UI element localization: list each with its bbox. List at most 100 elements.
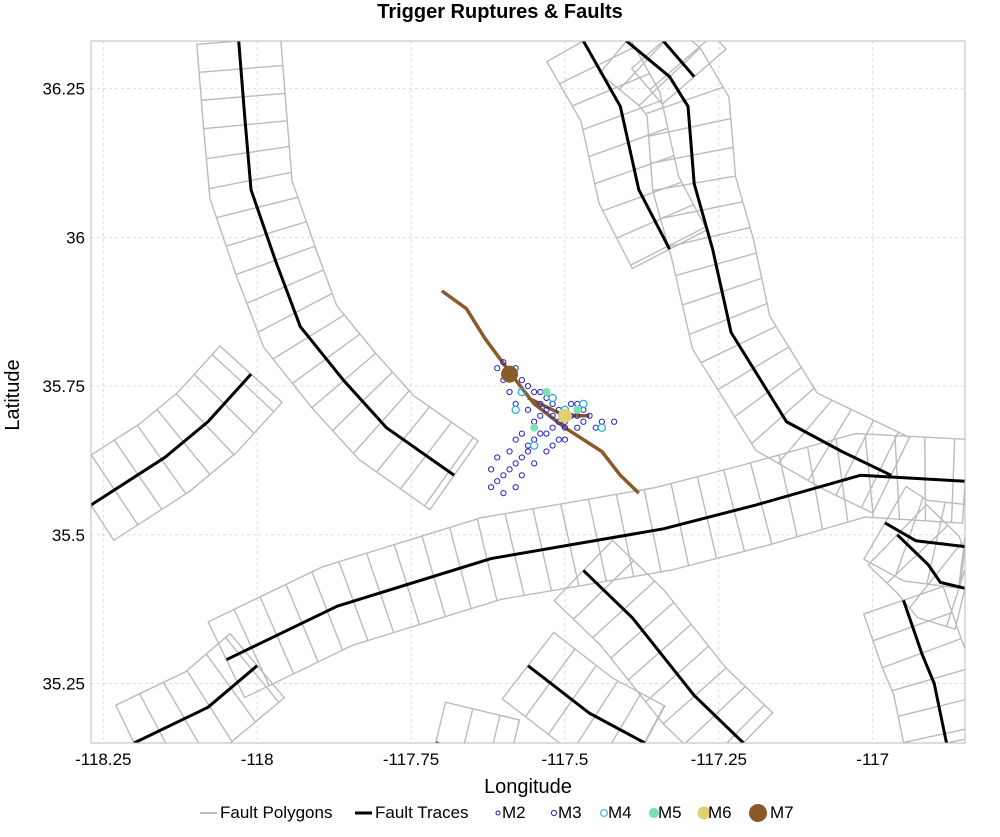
chart-title: Trigger Ruptures & Faults (377, 1, 623, 23)
legend-item: M5 (648, 803, 682, 822)
event-m4 (579, 399, 588, 409)
fault-polygon-rib (492, 715, 501, 743)
legend-label: Fault Polygons (220, 803, 332, 822)
fault-polygons (91, 41, 965, 743)
y-tick-label: 35.75 (42, 377, 85, 396)
fault-trace (435, 741, 443, 743)
event-m3 (586, 412, 593, 419)
y-tick-label: 35.25 (42, 675, 85, 694)
event-m3 (592, 424, 599, 431)
event-m3 (543, 430, 550, 437)
fault-polygon (630, 41, 727, 106)
event-m3 (531, 418, 538, 425)
event-m3 (512, 460, 519, 467)
event-m4 (529, 441, 539, 450)
fault-trace (91, 373, 253, 507)
legend-item: M2 (495, 803, 526, 822)
legend-marker-swatch (550, 809, 558, 817)
fault-polygon (598, 41, 911, 515)
event-m3 (549, 442, 556, 449)
event-m5 (573, 405, 582, 414)
event-m3 (549, 412, 556, 419)
legend-item: M3 (550, 803, 582, 822)
y-tick-label: 35.5 (52, 526, 85, 545)
event-m3 (506, 448, 513, 455)
legend-marker-swatch (600, 809, 608, 817)
event-m3 (524, 442, 532, 449)
event-m3 (537, 400, 544, 407)
event-m3 (543, 448, 550, 455)
x-tick-label: -117.5 (541, 750, 588, 769)
event-m5 (530, 423, 539, 432)
fault-polygon (434, 701, 521, 743)
ruptures (440, 289, 641, 495)
event-m3 (537, 388, 544, 396)
event-m4 (517, 387, 527, 397)
x-tick-label: -117.75 (383, 750, 439, 769)
event-m3 (512, 436, 519, 443)
event-m3 (494, 478, 501, 485)
fault-trace (625, 41, 892, 477)
event-m3 (537, 412, 544, 419)
legend-label: M7 (770, 803, 794, 822)
event-m3 (567, 400, 575, 407)
event-m3 (524, 448, 532, 455)
fault-polygon (196, 41, 480, 511)
event-m3 (543, 406, 550, 413)
y-tick-label: 36 (66, 228, 85, 247)
event-m3 (580, 418, 587, 425)
event-m3 (574, 400, 581, 407)
legend-item: M7 (749, 803, 794, 822)
fault-trace (884, 521, 965, 549)
legend-marker-swatch (697, 806, 711, 820)
event-m3 (518, 377, 525, 384)
fault-trace (582, 569, 745, 743)
event-m7 (501, 365, 519, 383)
grid (91, 41, 965, 743)
event-m4 (511, 405, 520, 415)
legend-item: Fault Polygons (200, 803, 332, 822)
event-m3 (500, 359, 507, 366)
fault-trace (225, 473, 965, 662)
fault-polygon (501, 631, 666, 743)
fault-trace (237, 41, 456, 477)
legend-marker-swatch (495, 810, 501, 816)
legend-label: M3 (558, 803, 582, 822)
event-m3 (494, 365, 501, 372)
legend: Fault Polygons Fault Traces M2 M3 M4 M5 M6 M7 (200, 803, 794, 822)
x-tick-label: -118.25 (75, 750, 131, 769)
event-m3 (494, 454, 501, 461)
event-m3 (531, 388, 538, 396)
legend-label: Fault Traces (375, 803, 469, 822)
event-m3 (574, 424, 581, 431)
fault-polygon (862, 585, 965, 743)
event-m3 (531, 460, 538, 467)
event-m5 (542, 388, 551, 396)
x-tick-label: -117 (856, 750, 889, 769)
event-m3 (543, 394, 550, 402)
event-m6 (557, 408, 572, 423)
legend-label: M4 (608, 803, 632, 822)
event-m3 (518, 430, 525, 437)
legend-label: M2 (502, 803, 526, 822)
fault-polygon (91, 344, 284, 542)
event-m3 (524, 382, 532, 390)
x-axis-label: Longitude (484, 776, 572, 798)
x-tick-label: -117.25 (691, 750, 747, 769)
y-tick-label: 36.25 (42, 80, 85, 99)
event-m3 (506, 466, 513, 473)
legend-marker-swatch (648, 807, 660, 819)
legend-label: M5 (658, 803, 682, 822)
event-m3 (487, 484, 495, 491)
fault-polygon (862, 485, 965, 590)
legend-item: Fault Traces (355, 803, 469, 822)
event-m3 (512, 484, 519, 491)
plot-frame (90, 40, 966, 744)
event-m3 (549, 424, 556, 431)
fault-trace (896, 533, 965, 590)
event-m3 (500, 472, 507, 479)
event-m3 (561, 424, 569, 431)
legend-item: M4 (600, 803, 632, 822)
event-m3 (518, 454, 525, 461)
events (487, 359, 618, 497)
